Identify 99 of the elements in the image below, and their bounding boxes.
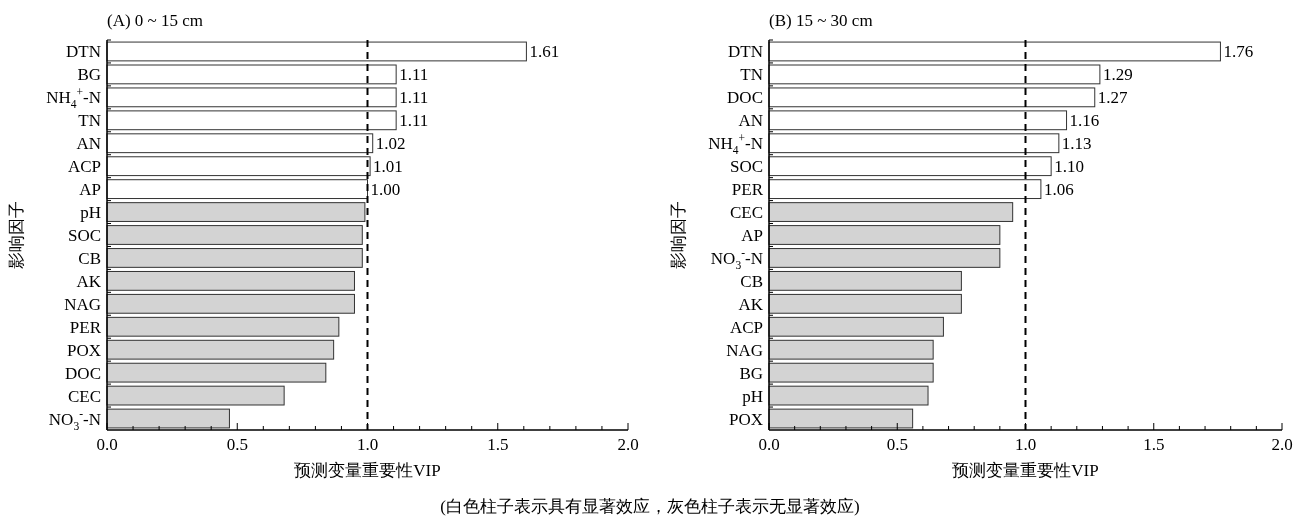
data-label: 1.13 (1061, 134, 1092, 154)
x-tick-label: 1.5 (1143, 435, 1165, 454)
bar (106, 385, 285, 406)
bar (106, 110, 397, 131)
bar (768, 110, 1068, 131)
x-tick-label: 1.0 (356, 435, 379, 454)
x-tick-label: 1.5 (487, 435, 509, 454)
bar (106, 339, 335, 360)
y-tick-label: NAG (64, 294, 101, 314)
y-tick-label: ACP (729, 317, 763, 337)
bar (106, 202, 366, 222)
bar (768, 87, 1096, 108)
bar (106, 270, 355, 291)
y-tick-label: CEC (67, 386, 101, 406)
text: (白色柱子表示具有显著效应，灰色柱子表示无显著效应) (440, 497, 860, 516)
x-tick-label: 0.5 (886, 435, 908, 454)
x-tick-label: 0.0 (96, 435, 118, 454)
x-tick-label: 2.0 (1271, 435, 1293, 454)
y-tick-label: AP (79, 180, 101, 200)
data-label: 1.01 (373, 157, 403, 177)
bar (106, 133, 374, 154)
bar (768, 179, 1042, 200)
y-tick-label: PER (731, 180, 764, 200)
bar (106, 87, 397, 108)
x-tick-label: 0.0 (758, 435, 780, 454)
y-tick-label: TN (740, 65, 763, 85)
bar (768, 385, 929, 406)
chart-title: (A) 0 ~ 15 cm (107, 11, 204, 30)
bar (106, 293, 355, 314)
y-tick-label: NH$_{4}$$^{+}$-N (708, 132, 763, 158)
bar (768, 408, 914, 429)
y-tick-label: TN (78, 111, 101, 131)
bar (106, 408, 230, 429)
bar (768, 133, 1060, 154)
y-tick-label: pH (742, 386, 763, 406)
y-tick-label: SOC (729, 157, 763, 177)
bar (106, 316, 340, 337)
data-label: 1.11 (399, 65, 429, 85)
y-tick-label: DOC (727, 88, 763, 108)
x-axis-title: 预测变量重要性VIP (294, 461, 441, 480)
bar (106, 225, 363, 245)
y-tick-label: DTN (728, 42, 763, 62)
bar (768, 270, 962, 291)
y-axis-title: 影响因子 (7, 201, 26, 269)
bar (106, 156, 371, 177)
bar (106, 41, 527, 62)
data-label: 1.27 (1097, 88, 1129, 108)
bar (768, 316, 944, 337)
y-tick-label: pH (80, 203, 101, 223)
x-tick-label: 2.0 (617, 435, 639, 454)
data-label: 1.61 (529, 42, 560, 62)
data-label: 1.06 (1043, 180, 1074, 200)
y-tick-label: AP (741, 226, 763, 245)
y-tick-label: NO$_{3}$$^{-}$-N (48, 407, 101, 433)
bar (106, 64, 397, 85)
x-tick-label: 1.0 (1014, 435, 1037, 454)
y-tick-label: DTN (66, 42, 101, 62)
y-tick-label: AK (76, 271, 102, 291)
y-tick-label: POX (66, 340, 101, 360)
bar (106, 179, 368, 200)
data-label: 1.00 (370, 180, 401, 200)
bar (768, 225, 1001, 245)
y-tick-label: CB (78, 248, 101, 268)
y-tick-label: AN (76, 134, 101, 154)
data-label: 1.11 (399, 111, 429, 131)
bar (768, 202, 1014, 222)
x-axis-title: 预测变量重要性VIP (952, 461, 1099, 480)
y-tick-label: AN (738, 111, 763, 131)
bar (768, 64, 1101, 85)
y-tick-label: ACP (67, 157, 101, 177)
data-label: 1.11 (399, 88, 429, 108)
bar (768, 248, 1001, 268)
data-label: 1.10 (1054, 157, 1084, 177)
y-tick-label: POX (728, 409, 763, 429)
y-tick-label: CB (740, 271, 763, 291)
x-tick-label: 0.5 (226, 435, 248, 454)
y-tick-label: DOC (65, 363, 101, 383)
bar (768, 293, 962, 314)
y-tick-label: NO$_{3}$$^{-}$-N (710, 246, 763, 272)
y-tick-label: SOC (67, 226, 101, 245)
y-tick-label: CEC (729, 203, 763, 223)
data-label: 1.76 (1223, 42, 1254, 62)
bar (768, 41, 1221, 62)
data-label: 1.29 (1102, 65, 1133, 85)
y-tick-label: AK (738, 294, 764, 314)
chart-title: (B) 15 ~ 30 cm (769, 11, 873, 30)
bar (106, 248, 363, 268)
bar (106, 362, 327, 383)
data-label: 1.16 (1069, 111, 1100, 131)
bar (768, 156, 1052, 177)
bar (768, 362, 934, 383)
y-tick-label: NAG (726, 340, 763, 360)
y-tick-label: BG (77, 65, 101, 85)
bar (768, 339, 934, 360)
data-label: 1.02 (375, 134, 406, 154)
y-axis-title: 影响因子 (669, 201, 688, 269)
y-tick-label: NH$_{4}$$^{+}$-N (46, 86, 101, 112)
y-tick-label: PER (69, 317, 102, 337)
y-tick-label: BG (739, 363, 763, 383)
